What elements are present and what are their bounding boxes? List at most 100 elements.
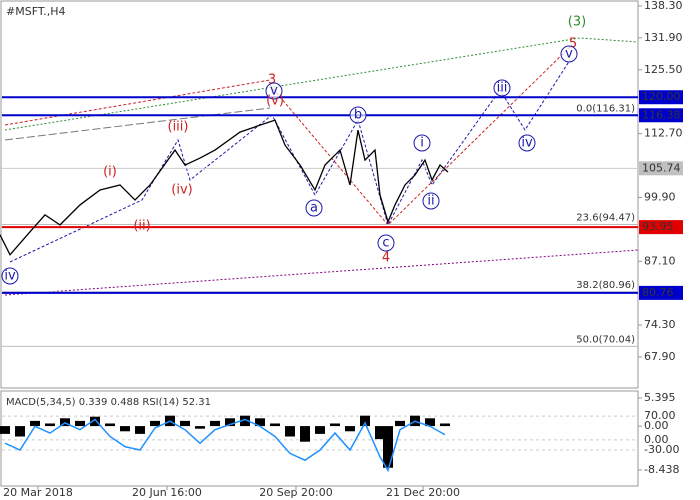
macd-bar — [360, 415, 370, 427]
y-tick-label: 112.70 — [644, 127, 683, 140]
macd-bar — [395, 420, 405, 427]
macd-bar — [210, 420, 220, 427]
wave-label: v — [270, 84, 278, 99]
wave-label: iv — [521, 136, 533, 151]
wave-circle — [349, 106, 367, 124]
macd-bar — [270, 423, 280, 427]
macd-bar — [375, 426, 385, 440]
y-tick-label: 5.395 — [644, 391, 676, 404]
macd-bar — [345, 426, 355, 432]
x-tick-label: 20 Mar 2018 — [3, 486, 73, 499]
macd-bar — [425, 418, 435, 427]
fib-label: 38.2(80.96) — [576, 280, 635, 291]
wave-label: iii — [497, 81, 508, 96]
level-label: 93.95 — [642, 220, 674, 233]
wave-label: (ii) — [133, 219, 150, 234]
trend-line — [4, 37, 639, 131]
wave-label: 5 — [569, 37, 577, 52]
x-tick-label: 21 Dec 20:00 — [386, 486, 460, 499]
main-panel — [0, 0, 639, 389]
trend-line — [4, 79, 271, 126]
macd-bar — [15, 426, 25, 437]
wave-label: i — [420, 136, 424, 151]
y-tick-label: -8.438 — [644, 463, 679, 476]
macd-bar — [180, 420, 190, 427]
y-tick-label: 99.90 — [644, 190, 676, 203]
macd-bar — [240, 415, 250, 427]
level-box — [639, 220, 683, 235]
x-tick-label: 20 Sep 20:00 — [259, 486, 332, 499]
y-tick-label: 131.90 — [644, 31, 683, 44]
wave-label: b — [354, 108, 362, 123]
wave-label: (3) — [568, 15, 586, 30]
wave-label: c — [382, 236, 389, 251]
wave-path — [269, 44, 573, 226]
wave-circle — [560, 45, 578, 63]
y2-tick-label: 0.00 — [644, 433, 669, 446]
wave-label: 4 — [382, 251, 390, 266]
wave-circle — [1, 267, 19, 285]
macd-bar — [0, 426, 10, 434]
indicator-panel — [0, 390, 639, 487]
macd-bar — [105, 423, 115, 427]
wave-label: ii — [427, 194, 434, 209]
macd-bar — [285, 426, 295, 437]
level-box — [639, 90, 683, 105]
wave-circle — [305, 199, 323, 217]
macd-bar — [225, 418, 235, 427]
fib-label: 23.6(94.47) — [576, 213, 635, 224]
fib-label: 50.0(70.04) — [576, 334, 635, 345]
x-tick-label: 20 Jun 16:00 — [132, 486, 202, 499]
wave-label: (v) — [266, 94, 284, 109]
macd-bar — [45, 423, 55, 427]
level-label: 80.76 — [642, 286, 674, 299]
level-label: 105.74 — [642, 161, 681, 174]
macd-bar — [255, 418, 265, 427]
wave-circle — [413, 134, 431, 152]
wave-label: (iii) — [168, 120, 189, 135]
macd-bar — [150, 420, 160, 427]
level-label: 116.38 — [642, 108, 681, 121]
y-tick-label: 138.30 — [644, 0, 683, 12]
macd-bar — [75, 420, 85, 427]
y2-tick-label: -30.00 — [644, 443, 679, 456]
macd-bar — [120, 426, 130, 432]
macd-bar — [300, 426, 310, 442]
macd-bar — [90, 416, 100, 427]
y-tick-label: 125.50 — [644, 63, 683, 76]
wave-label: a — [310, 201, 318, 216]
wave-label: (iv) — [171, 183, 192, 198]
price-line — [0, 119, 449, 256]
rsi-line — [4, 418, 446, 473]
y-tick-label: 0.00 — [644, 419, 669, 432]
macd-bar — [195, 426, 205, 429]
macd-bar — [383, 426, 393, 468]
y-tick-label: 87.10 — [644, 254, 676, 267]
y2-tick-label: 70.00 — [644, 409, 676, 422]
y-tick-label: 74.30 — [644, 318, 676, 331]
fib-label: 0.0(116.31) — [576, 104, 635, 115]
macd-bar — [315, 426, 325, 434]
level-box — [639, 285, 683, 300]
indicator-title: MACD(5,34,5) 0.339 0.488 RSI(14) 52.31 — [6, 397, 211, 408]
chart-title: #MSFT.,H4 — [6, 5, 66, 18]
wave-label: iv — [4, 269, 16, 284]
y-tick-label: 67.90 — [644, 350, 676, 363]
macd-bar — [30, 420, 40, 427]
wave-circle — [265, 82, 283, 100]
wave-circle — [422, 192, 440, 210]
macd-bar — [440, 423, 450, 427]
wave-path — [9, 59, 571, 263]
trend-line — [4, 249, 639, 296]
level-box — [639, 108, 683, 123]
wave-circle — [518, 134, 536, 152]
wave-label: (i) — [103, 165, 117, 180]
wave-label: v — [565, 47, 573, 62]
wave-circle — [377, 234, 395, 252]
level-label: 120.00 — [642, 90, 681, 103]
macd-bar — [135, 426, 145, 434]
wave-label: 3 — [268, 73, 276, 88]
trend-line — [4, 107, 271, 141]
level-box — [639, 161, 683, 176]
